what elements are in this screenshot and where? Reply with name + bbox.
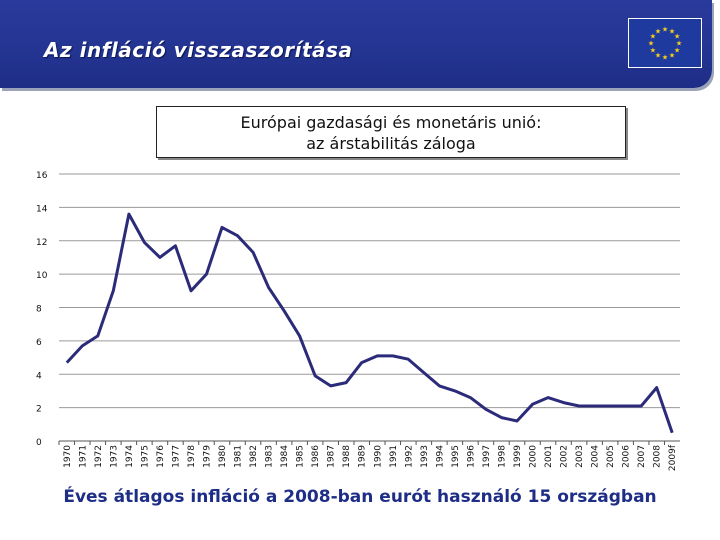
x-tick-label: 2003 bbox=[575, 445, 585, 468]
x-tick-label: 1972 bbox=[94, 445, 104, 468]
x-tick-label: 2004 bbox=[591, 445, 601, 468]
eu-flag-stars: ★ ★★★★★★★★★★★ bbox=[648, 26, 682, 62]
x-tick-label: 1983 bbox=[265, 445, 275, 468]
x-tick-label: 1999 bbox=[513, 445, 523, 468]
y-tick-label: 2 bbox=[36, 405, 42, 415]
x-tick-label: 1982 bbox=[249, 445, 259, 468]
x-tick-label: 1975 bbox=[140, 445, 150, 468]
y-tick-label: 10 bbox=[36, 271, 48, 281]
eu-star-icon: ★ bbox=[650, 33, 656, 41]
x-tick-label: 1970 bbox=[63, 445, 73, 468]
x-tick-label: 1995 bbox=[451, 445, 461, 468]
x-tick-label: 2007 bbox=[637, 445, 647, 468]
eu-star-icon: ★ bbox=[650, 47, 656, 55]
eu-star-icon: ★ bbox=[662, 54, 668, 62]
y-tick-label: 6 bbox=[36, 338, 42, 348]
x-tick-label: 1977 bbox=[171, 445, 181, 468]
x-tick-label: 1990 bbox=[373, 445, 383, 468]
x-tick-label: 1994 bbox=[435, 445, 445, 468]
eu-flag-icon: ★ ★ ★ ★ ★ ★ ★ ★ ★ ★ ★ ★ bbox=[628, 18, 702, 68]
eu-star-icon: ★ bbox=[669, 27, 675, 35]
eu-star-icon: ★ bbox=[674, 47, 680, 55]
x-tick-label: 1996 bbox=[466, 445, 476, 468]
x-tick-label: 1986 bbox=[311, 445, 321, 468]
x-tick-label: 2000 bbox=[529, 445, 539, 468]
x-tick-label: 1992 bbox=[404, 445, 414, 468]
x-tick-label: 1984 bbox=[280, 445, 290, 468]
y-tick-label: 14 bbox=[36, 204, 48, 214]
x-tick-label: 2009f bbox=[668, 444, 678, 471]
y-tick-label: 4 bbox=[36, 371, 42, 381]
x-tick-label: 1988 bbox=[342, 445, 352, 468]
eu-star-icon: ★ bbox=[669, 52, 675, 60]
x-tick-label: 1998 bbox=[497, 445, 507, 468]
y-tick-label: 12 bbox=[36, 238, 47, 248]
y-tick-label: 16 bbox=[36, 171, 48, 181]
header-banner: Az infláció visszaszorítása ★ ★ ★ ★ ★ ★ ★ ★ ★ ★ ★ ★ bbox=[0, 0, 712, 88]
x-tick-label: 1985 bbox=[296, 445, 306, 468]
x-tick-label: 2006 bbox=[622, 445, 632, 468]
chart-title-line-1: Európai gazdasági és monetáris unió: bbox=[240, 113, 542, 132]
x-tick-label: 1981 bbox=[234, 445, 244, 468]
x-tick-label: 1980 bbox=[218, 445, 228, 468]
x-tick-label: 1976 bbox=[156, 445, 166, 468]
x-tick-label: 2002 bbox=[560, 445, 570, 468]
chart-title-line-2: az árstabilitás záloga bbox=[306, 134, 476, 153]
x-tick-label: 1971 bbox=[78, 445, 88, 468]
page-title: Az infláció visszaszorítása bbox=[44, 38, 353, 62]
x-tick-label: 2005 bbox=[606, 445, 616, 468]
x-tick-label: 1987 bbox=[327, 445, 337, 468]
x-tick-label: 1974 bbox=[125, 445, 135, 468]
chart-caption: Éves átlagos infláció a 2008-ban eurót h… bbox=[63, 487, 657, 507]
x-tick-label: 2001 bbox=[544, 445, 554, 468]
eu-star-icon: ★ bbox=[648, 40, 654, 48]
x-tick-label: 1979 bbox=[202, 445, 212, 468]
series-line-inflation bbox=[65, 212, 674, 434]
eu-star-icon: ★ bbox=[655, 52, 661, 60]
y-tick-label: 8 bbox=[36, 305, 42, 315]
x-tick-label: 1993 bbox=[420, 445, 430, 468]
eu-star-icon: ★ bbox=[662, 26, 668, 34]
chart-title-box: Európai gazdasági és monetáris unió: az … bbox=[156, 106, 626, 158]
x-tick-label: 1997 bbox=[482, 445, 492, 468]
x-tick-label: 2008 bbox=[653, 445, 663, 468]
y-tick-label: 0 bbox=[36, 438, 42, 448]
x-tick-label: 1991 bbox=[389, 445, 399, 468]
eu-star-icon: ★ bbox=[655, 27, 661, 35]
x-tick-label: 1989 bbox=[358, 445, 368, 468]
x-tick-label: 1978 bbox=[187, 445, 197, 468]
x-tick-label: 1973 bbox=[109, 445, 119, 468]
eu-star-icon: ★ bbox=[676, 40, 682, 48]
eu-star-icon: ★ bbox=[674, 33, 680, 41]
